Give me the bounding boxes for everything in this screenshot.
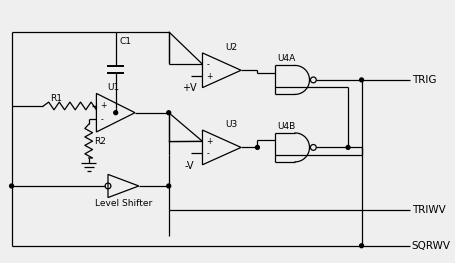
Text: TRIG: TRIG: [412, 75, 436, 85]
Circle shape: [359, 78, 364, 82]
Text: +V: +V: [182, 83, 196, 93]
Circle shape: [167, 111, 171, 115]
Circle shape: [359, 244, 364, 248]
Text: Level Shifter: Level Shifter: [95, 199, 152, 208]
Text: U1: U1: [108, 83, 120, 92]
Text: R2: R2: [95, 137, 106, 146]
Text: -V: -V: [184, 161, 194, 171]
Text: R1: R1: [50, 94, 62, 103]
Text: +: +: [206, 137, 212, 146]
Text: TRIWV: TRIWV: [412, 205, 445, 215]
Text: -: -: [100, 115, 103, 124]
Circle shape: [346, 145, 350, 149]
Text: U4B: U4B: [277, 122, 295, 131]
Circle shape: [114, 111, 118, 115]
Text: +: +: [206, 72, 212, 81]
Text: U4A: U4A: [277, 54, 295, 63]
Circle shape: [10, 184, 14, 188]
Text: -: -: [206, 149, 209, 158]
Text: U3: U3: [225, 120, 238, 129]
Circle shape: [167, 184, 171, 188]
Text: -: -: [206, 60, 209, 69]
Text: +: +: [100, 102, 106, 110]
Text: C1: C1: [120, 37, 131, 46]
Circle shape: [256, 145, 259, 149]
Text: U2: U2: [225, 43, 238, 52]
Text: SQRWV: SQRWV: [412, 241, 451, 251]
